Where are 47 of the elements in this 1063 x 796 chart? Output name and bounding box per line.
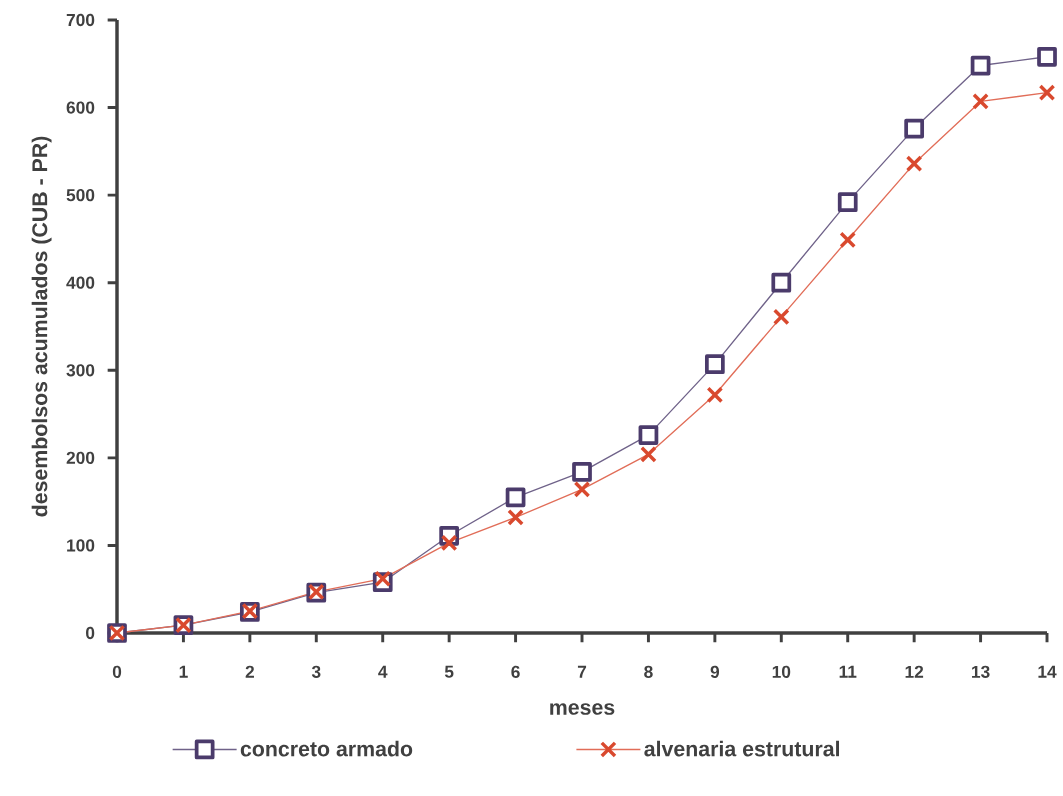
x-tick-label: 13: [972, 665, 990, 678]
x-tick-label: 6: [511, 665, 520, 678]
point: [638, 425, 659, 445]
point: [904, 118, 925, 139]
x-tick-label: 1: [179, 665, 188, 678]
point: [507, 509, 524, 526]
point: [839, 231, 857, 249]
point: [837, 192, 858, 213]
point: [972, 93, 989, 110]
point: [374, 570, 392, 588]
point: [705, 354, 725, 375]
y-tick-label: 200: [66, 451, 95, 464]
x-tick-label: 3: [311, 665, 321, 678]
x-tick-label: 11: [839, 665, 857, 678]
point: [970, 55, 991, 76]
x-tick-label: 0: [112, 665, 122, 678]
x-tick-label: 4: [378, 665, 388, 678]
x-tick-label: 14: [1038, 665, 1057, 678]
point: [1038, 84, 1056, 102]
x-tick-label: 7: [577, 665, 587, 678]
point: [772, 308, 790, 326]
x-tick-label: 8: [644, 665, 653, 678]
point: [771, 272, 792, 293]
y-tick-label: 0: [86, 626, 95, 640]
x-tick-label: 5: [444, 665, 454, 678]
point: [440, 534, 458, 552]
legend-label: concreto armado: [240, 740, 413, 757]
point: [640, 446, 657, 463]
legend-label: alvenaria estrutural: [644, 740, 839, 757]
y-tick-label: 300: [66, 364, 95, 377]
y-axis-title: desembolsos acumulados (CUB - PR): [31, 136, 52, 517]
y-tick-label: 100: [67, 539, 95, 552]
x-tick-label: 12: [905, 665, 924, 678]
point: [505, 487, 526, 508]
y-tick-label: 700: [66, 13, 95, 27]
x-tick-label: 10: [772, 665, 791, 678]
y-tick-label: 400: [66, 276, 95, 289]
point: [573, 481, 591, 498]
x-tick-label: 9: [710, 665, 720, 678]
y-tick-label: 500: [66, 189, 95, 202]
point: [1037, 46, 1057, 67]
point: [572, 462, 592, 482]
x-axis-title: meses: [550, 703, 615, 715]
y-tick-label: 600: [66, 101, 95, 114]
point: [706, 386, 724, 404]
point: [905, 155, 923, 172]
x-tick-label: 2: [245, 665, 254, 678]
